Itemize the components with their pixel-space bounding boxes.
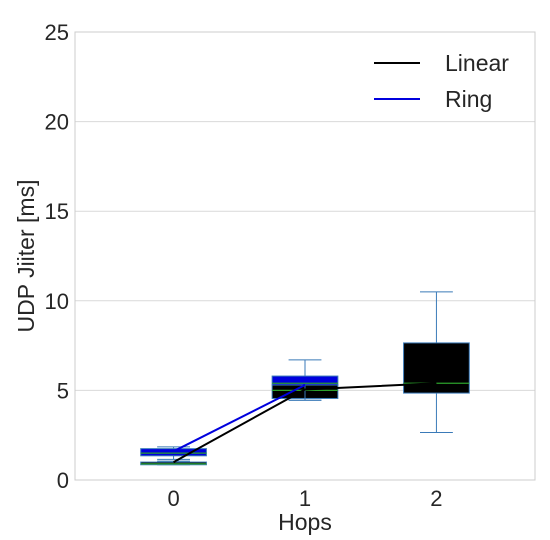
- box-ring-0: [140, 446, 207, 460]
- y-tick-label-0: 0: [57, 468, 69, 493]
- series-lines: [173, 382, 437, 463]
- box-body: [403, 342, 470, 394]
- box-body: [140, 448, 207, 457]
- legend-label-ring: Ring: [445, 86, 492, 112]
- series-line-ring: [173, 384, 306, 453]
- box-plots: [140, 291, 470, 466]
- legend-label-linear: Linear: [445, 50, 509, 76]
- x-axis: 0 1 2: [167, 486, 442, 511]
- y-tick-label-5: 5: [57, 378, 69, 403]
- legend: Linear Ring: [374, 50, 509, 112]
- x-tick-label-1: 1: [299, 486, 311, 511]
- y-axis-label: UDP Jiiter [ms]: [13, 180, 39, 333]
- y-tick-label-25: 25: [45, 20, 69, 45]
- y-tick-label-10: 10: [45, 289, 69, 314]
- x-tick-label-0: 0: [167, 486, 179, 511]
- series-line-linear: [173, 382, 437, 463]
- y-tick-label-20: 20: [45, 110, 69, 135]
- x-tick-label-2: 2: [430, 486, 442, 511]
- y-tick-label-15: 15: [45, 199, 69, 224]
- box-linear-2: [403, 291, 470, 434]
- x-axis-label: Hops: [278, 509, 332, 535]
- plot-frame: [74, 31, 536, 481]
- y-axis: 0 5 10 15 20 25: [45, 20, 69, 493]
